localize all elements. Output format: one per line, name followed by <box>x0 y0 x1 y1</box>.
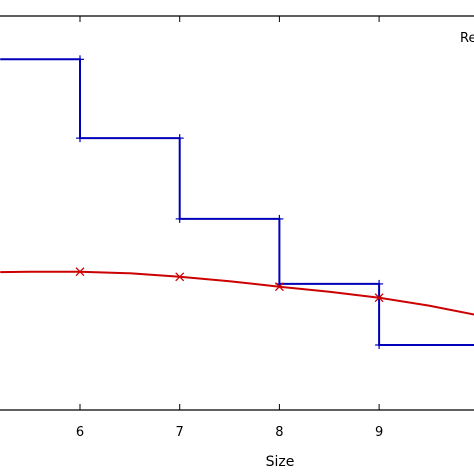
x-tick-label: 9 <box>375 425 383 440</box>
series-2-marker <box>274 282 284 292</box>
marker-stroke <box>75 267 85 277</box>
series-1-marker <box>375 279 384 288</box>
x-tick-label: 8 <box>275 425 283 440</box>
series-1-marker <box>275 214 284 223</box>
series-1-marker <box>375 340 384 349</box>
x-axis-label: Size <box>266 454 295 470</box>
axes-layer: 6 7 8 9 <box>0 15 474 440</box>
series-2-marker <box>175 272 185 282</box>
series-1-line <box>0 58 474 346</box>
series-1-marker <box>175 214 184 223</box>
series-2-marker <box>374 293 384 303</box>
x-tick-label: 6 <box>76 425 84 440</box>
series-1-marker <box>175 134 184 143</box>
marker-stroke <box>374 293 384 303</box>
x-tick-label: 7 <box>176 425 184 440</box>
marker-stroke <box>175 272 185 282</box>
legend-entry: Re <box>460 31 474 46</box>
series-layer <box>0 55 474 349</box>
series-1-marker <box>76 134 84 143</box>
plot-background <box>0 16 474 410</box>
series-2-marker <box>75 267 85 277</box>
series-1-marker <box>76 55 84 64</box>
marker-stroke <box>274 282 284 292</box>
series-2-line <box>0 270 474 316</box>
